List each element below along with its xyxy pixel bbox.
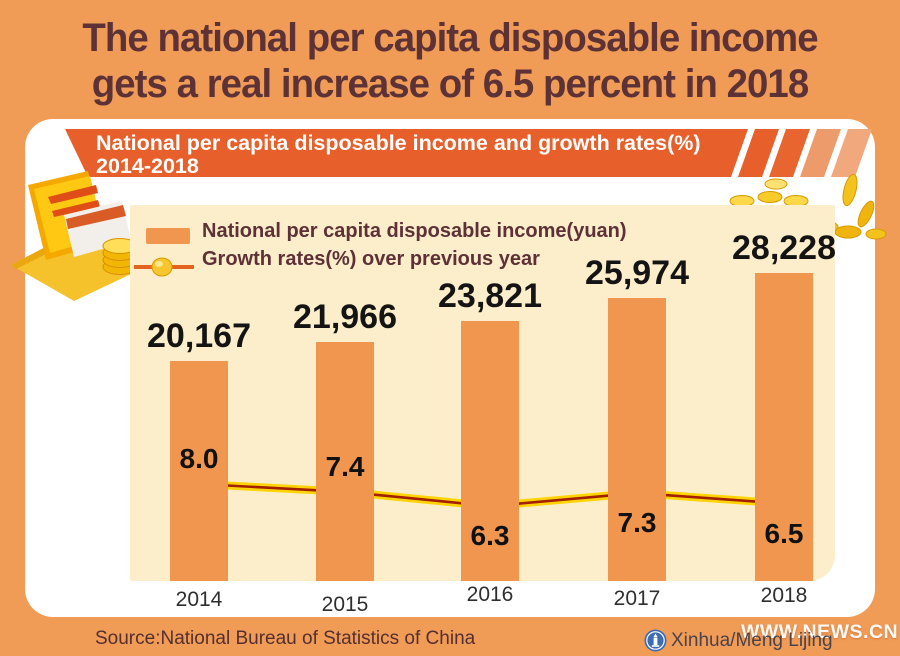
photographer-credit: Xinhua/Meng Lijing [671, 629, 833, 651]
page-title-line1: The national per capita disposable incom… [82, 16, 818, 60]
bar-2015 [316, 342, 374, 581]
bar-2017 [608, 298, 666, 581]
growth-value-2015: 7.4 [325, 450, 365, 482]
growth-value-2017: 7.3 [617, 507, 657, 539]
xinhua-logo-icon [644, 629, 667, 652]
bar-value-2017: 25,974 [585, 254, 689, 292]
growth-value-2014: 8.0 [179, 443, 219, 474]
legend-bar-swatch [146, 228, 190, 244]
page-title-line2: gets a real increase of 6.5 percent in 2… [91, 62, 809, 106]
legend-line-label: Growth rates(%) over previous year [202, 248, 540, 270]
bar-2018 [755, 273, 813, 581]
chart-banner-title: National per capita disposable income an… [96, 132, 701, 177]
bar-value-2016: 23,821 [438, 277, 542, 315]
growth-value-2018: 6.5 [764, 517, 804, 549]
banner-title-line2: 2014-2018 [96, 153, 199, 178]
bar-value-2015: 21,966 [293, 298, 397, 336]
x-axis-label-2014: 2014 [175, 588, 223, 611]
banner-title-line1: National per capita disposable income an… [96, 131, 701, 155]
website-url: WWW.NEWS.CN [741, 621, 899, 643]
x-axis-label-2015: 2015 [321, 593, 369, 616]
legend-line-swatch [134, 257, 194, 277]
banner-ribbon [65, 129, 872, 177]
growth-value-2016: 6.3 [470, 520, 510, 552]
source-text: Source:National Bureau of Statistics of … [95, 628, 476, 649]
bar-value-2018: 28,228 [732, 229, 836, 267]
wallet-with-card-and-coins-icon [11, 171, 153, 301]
bar-2016 [461, 321, 519, 581]
x-axis-label-2016: 2016 [466, 583, 514, 606]
legend-bar-label: National per capita disposable income(yu… [202, 220, 627, 242]
bar-2014 [170, 361, 228, 581]
x-axis-label-2018: 2018 [760, 584, 808, 607]
x-axis-label-2017: 2017 [613, 587, 661, 610]
bar-value-2014: 20,167 [147, 317, 251, 355]
credit-line: Xinhua/Meng Lijing [644, 629, 833, 652]
